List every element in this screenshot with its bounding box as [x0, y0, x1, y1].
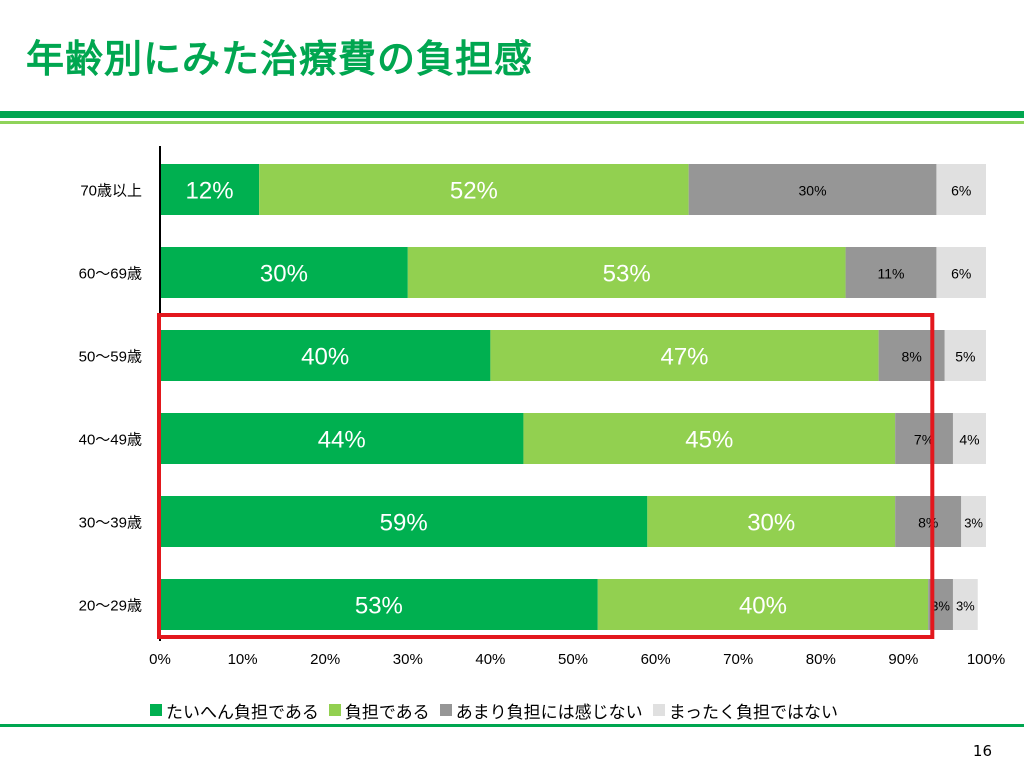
legend-swatch: [150, 704, 162, 716]
category-label: 60～69歳: [79, 266, 142, 283]
bar-segment: [936, 247, 986, 298]
data-label: 4%: [959, 432, 979, 448]
data-label: 47%: [660, 344, 708, 371]
legend-swatch: [328, 704, 341, 716]
page-number: 16: [972, 742, 992, 760]
data-label: 59%: [380, 510, 428, 537]
bar-segment: [160, 330, 491, 381]
chart-legend: たいへん負担である 負担である あまり負担には感じない まったく負担ではない: [150, 697, 1010, 723]
data-label: 3%: [931, 599, 950, 614]
bar-segment: [647, 496, 896, 547]
x-tick-label: 20%: [310, 651, 340, 668]
x-tick-label: 40%: [475, 651, 505, 668]
legend-label: たいへん負担である: [166, 702, 319, 723]
legend-label: あまり負担には感じない: [455, 702, 643, 723]
data-label: 30%: [260, 261, 308, 288]
bar-segment: [895, 496, 962, 547]
data-label: 40%: [301, 344, 349, 371]
data-label: 7%: [914, 432, 934, 448]
bar-segment: [160, 496, 648, 547]
highlight-box: [157, 313, 935, 639]
legend-swatch: [439, 704, 452, 716]
bar-segment: [944, 330, 986, 381]
legend-label: 負担である: [344, 702, 430, 723]
bar-segment: [523, 413, 896, 464]
category-label: 50～59歳: [79, 349, 142, 366]
x-tick-label: 70%: [723, 651, 753, 668]
category-label: 70歳以上: [80, 183, 142, 200]
bar-segment: [936, 164, 986, 215]
bar-segment: [407, 247, 846, 298]
legend-label: まったく負担ではない: [668, 702, 839, 723]
bar-segment: [259, 164, 689, 215]
data-label: 11%: [878, 266, 905, 282]
title-rule-accent: [0, 121, 1024, 124]
data-label: 44%: [318, 427, 366, 454]
bar-segment: [845, 247, 937, 298]
bar-segment: [952, 579, 978, 630]
data-label: 30%: [799, 183, 827, 199]
x-tick-label: 60%: [641, 651, 671, 668]
legend-swatch: [652, 704, 665, 716]
slide-title: 年齢別にみた治療費の負担感: [26, 37, 534, 81]
bar-segment: [961, 496, 986, 547]
x-tick-label: 30%: [393, 651, 423, 668]
bar-segment: [952, 413, 986, 464]
x-tick-label: 90%: [888, 651, 918, 668]
bar-segment: [895, 413, 953, 464]
data-label: 52%: [450, 178, 498, 205]
data-label: 45%: [685, 427, 733, 454]
bar-segment: [597, 579, 929, 630]
legend-item: まったく負担ではない: [652, 698, 839, 723]
x-tick-label: 80%: [806, 651, 836, 668]
data-label: 5%: [955, 349, 975, 365]
data-label: 6%: [951, 183, 971, 199]
data-label: 30%: [747, 510, 795, 537]
bar-segment: [160, 413, 524, 464]
data-label: 8%: [902, 349, 922, 365]
data-label: 6%: [951, 266, 971, 282]
category-label: 40～49歳: [79, 432, 142, 449]
bar-segment: [160, 247, 408, 298]
stacked-bar-chart: 70歳以上 12% 52% 30% 6% 60～69歳 30% 53% 11% 6% 50～59歳 4…: [79, 146, 1005, 668]
data-label: 53%: [603, 261, 651, 288]
bar-segment: [160, 579, 598, 630]
x-tick-label: 10%: [228, 651, 258, 668]
bar-segment: [160, 164, 260, 215]
legend-item: 負担である: [328, 698, 430, 723]
x-tick-label: 0%: [149, 651, 171, 668]
category-label: 20～29歳: [79, 598, 142, 615]
footer-rule: [0, 724, 1024, 727]
bar-segment: [490, 330, 879, 381]
legend-item: あまり負担には感じない: [439, 698, 643, 723]
bar-segment: [688, 164, 937, 215]
data-label: 8%: [918, 515, 938, 531]
data-label: 3%: [956, 599, 975, 614]
data-label: 53%: [355, 593, 403, 620]
data-label: 3%: [964, 516, 983, 531]
category-label: 30～39歳: [79, 515, 142, 532]
title-rule: [0, 111, 1024, 118]
data-label: 40%: [739, 593, 787, 620]
data-label: 12%: [186, 178, 234, 205]
x-tick-label: 100%: [967, 651, 1005, 668]
x-tick-label: 50%: [558, 651, 588, 668]
legend-item: たいへん負担である: [150, 698, 319, 723]
